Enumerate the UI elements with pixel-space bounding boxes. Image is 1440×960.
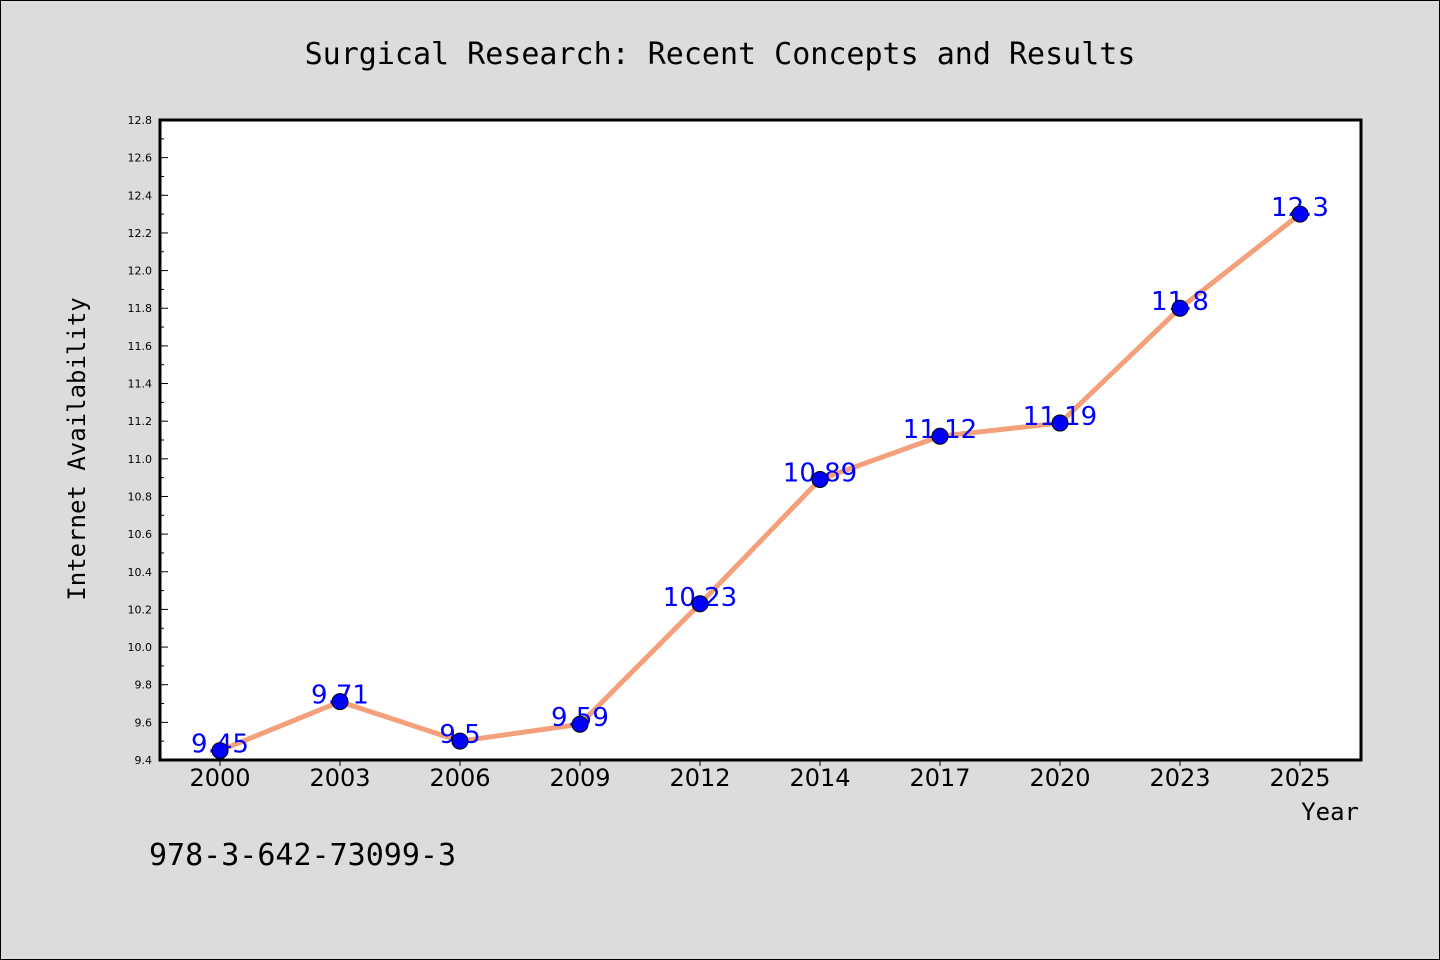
y-tick-label: 10.0	[128, 641, 153, 654]
y-tick-label: 12.8	[128, 114, 153, 127]
x-axis: 2000 2003 2006 2009 2012 2014 2017 2020 2023 2025	[189, 760, 1331, 792]
x-tick-label: 2003	[309, 764, 370, 792]
chart-title: Surgical Research: Recent Concepts and R…	[305, 37, 1136, 72]
data-point	[1291, 205, 1309, 223]
y-tick-label: 11.8	[128, 302, 153, 315]
x-tick-label: 2009	[549, 764, 610, 792]
x-tick-label: 2025	[1269, 764, 1330, 792]
x-tick-label: 2012	[669, 764, 730, 792]
y-tick-label: 11.2	[128, 415, 153, 428]
y-tick-label: 11.6	[128, 340, 153, 353]
data-point	[571, 715, 589, 733]
data-point	[931, 427, 949, 445]
data-point	[1171, 299, 1189, 317]
x-tick-label: 2006	[429, 764, 490, 792]
y-tick-label: 11.0	[128, 453, 153, 466]
x-tick-label: 2000	[189, 764, 250, 792]
y-tick-label: 12.2	[128, 227, 153, 240]
y-tick-label: 12.4	[128, 189, 153, 202]
y-axis-label: Internet Availability	[63, 297, 91, 600]
y-tick-label: 11.4	[128, 378, 153, 391]
data-point	[331, 693, 349, 711]
x-tick-label: 2023	[1149, 764, 1210, 792]
y-tick-label: 10.2	[128, 603, 153, 616]
y-tick-label: 10.6	[128, 528, 153, 541]
data-point	[811, 471, 829, 489]
y-tick-label: 9.8	[135, 679, 153, 692]
plot-area	[158, 118, 1363, 762]
x-tick-label: 2014	[789, 764, 850, 792]
data-series: 9.459.719.59.5910.2310.8911.1211.1911.81…	[191, 193, 1329, 759]
x-axis-label: Year	[1301, 798, 1359, 826]
data-point	[451, 732, 469, 750]
isbn-footer: 978-3-642-73099-3	[149, 838, 456, 873]
y-tick-label: 12.0	[128, 265, 153, 278]
series-line	[217, 211, 1303, 754]
data-point	[691, 595, 709, 613]
y-tick-label: 12.6	[128, 152, 153, 165]
data-point	[211, 742, 229, 760]
y-tick-label: 9.6	[135, 716, 153, 729]
x-tick-label: 2017	[909, 764, 970, 792]
y-axis: 9.4 9.6 9.8 10.0 10.2 10.4 10.6 10.8 11.0 11.2 11.…	[128, 114, 168, 767]
data-point	[1051, 414, 1069, 432]
y-tick-label: 10.8	[128, 490, 153, 503]
y-tick-label: 9.4	[135, 754, 153, 767]
y-tick-label: 10.4	[128, 566, 153, 579]
x-tick-label: 2020	[1029, 764, 1090, 792]
